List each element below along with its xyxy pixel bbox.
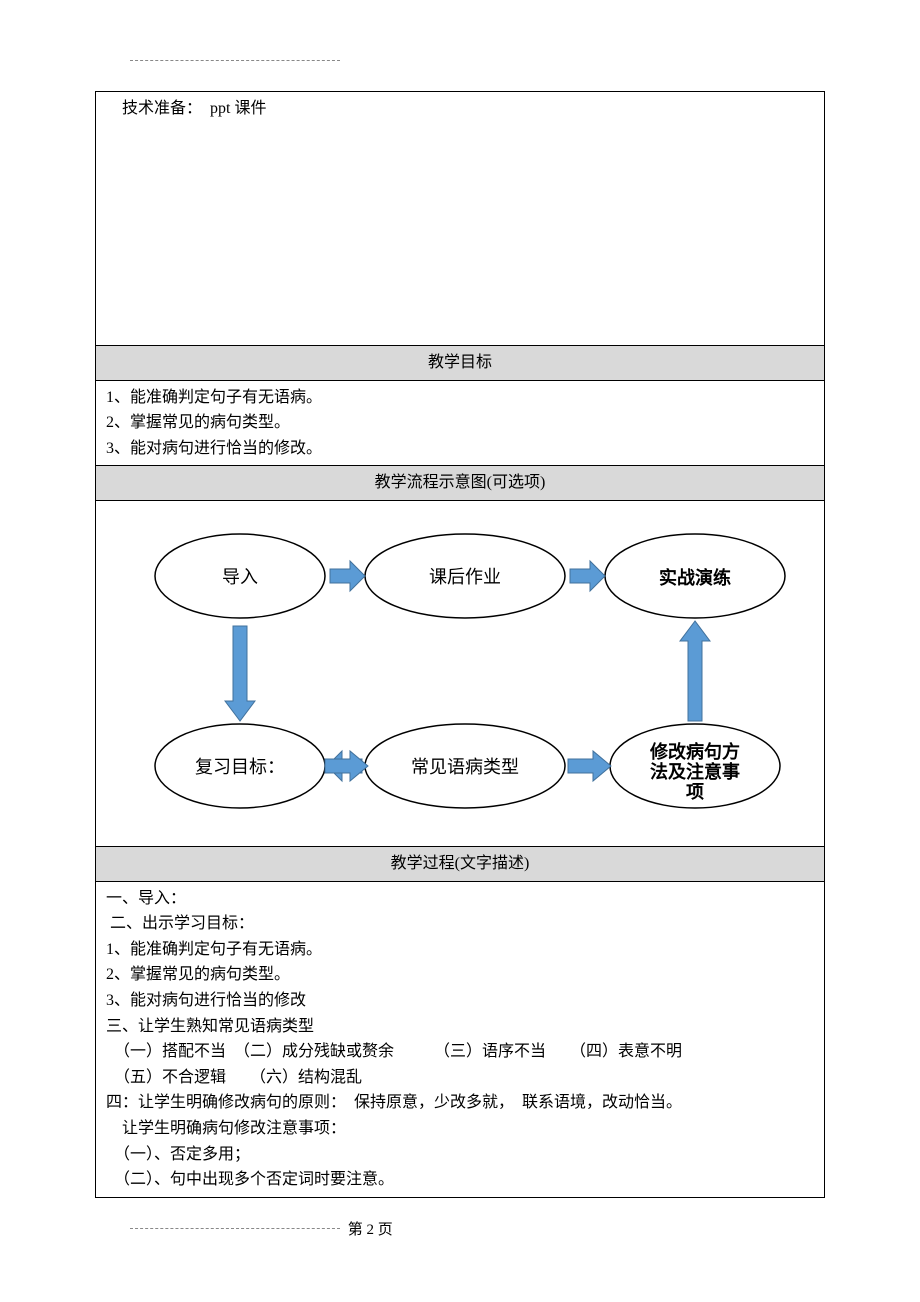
arrow-r2	[568, 751, 611, 781]
page: 技术准备： ppt 课件 教学目标 1、能准确判定句子有无语病。 2、掌握常见的…	[0, 0, 920, 1302]
flow-header: 教学流程示意图(可选项)	[96, 466, 825, 501]
arrow-r1	[325, 751, 368, 781]
footer-dashed-line	[130, 1228, 340, 1229]
arrow-homework-to-intro	[330, 561, 365, 591]
arrow-practice-to-homework	[570, 561, 605, 591]
node-homework-label: 课后作业	[429, 567, 501, 587]
node-intro-label: 导入	[222, 567, 258, 587]
node-methods-label-1: 修改病句方	[649, 741, 740, 762]
prep-label: 技术准备： ppt 课件	[106, 100, 267, 117]
page-number: 第 2 页	[348, 1218, 393, 1239]
goals-body: 1、能准确判定句子有无语病。 2、掌握常见的病句类型。 3、能对病句进行恰当的修…	[96, 380, 825, 466]
node-methods-label-2: 法及注意事	[650, 761, 740, 782]
lesson-table: 技术准备： ppt 课件 教学目标 1、能准确判定句子有无语病。 2、掌握常见的…	[95, 91, 825, 1198]
flowchart-cell: 导入 课后作业 实战演练 复习目标： 常见语病类型 修改病句方 法及注意事 项	[96, 500, 825, 846]
node-practice-label: 实战演练	[659, 567, 731, 588]
header-dashed-line	[130, 60, 340, 61]
arrow-intro-to-review	[225, 626, 255, 721]
flowchart-svg: 导入 课后作业 实战演练 复习目标： 常见语病类型 修改病句方 法及注意事 项	[96, 501, 824, 846]
node-types-label: 常见语病类型	[411, 757, 519, 777]
prep-cell: 技术准备： ppt 课件	[96, 92, 825, 346]
process-header: 教学过程(文字描述)	[96, 846, 825, 881]
footer: 第 2 页	[95, 1218, 825, 1239]
node-methods-label-3: 项	[686, 782, 704, 802]
process-body: 一、导入： 二、出示学习目标： 1、能准确判定句子有无语病。 2、掌握常见的病句…	[96, 881, 825, 1197]
goals-header: 教学目标	[96, 346, 825, 381]
arrow-methods-to-practice	[680, 621, 710, 721]
node-review-label: 复习目标：	[195, 757, 285, 777]
